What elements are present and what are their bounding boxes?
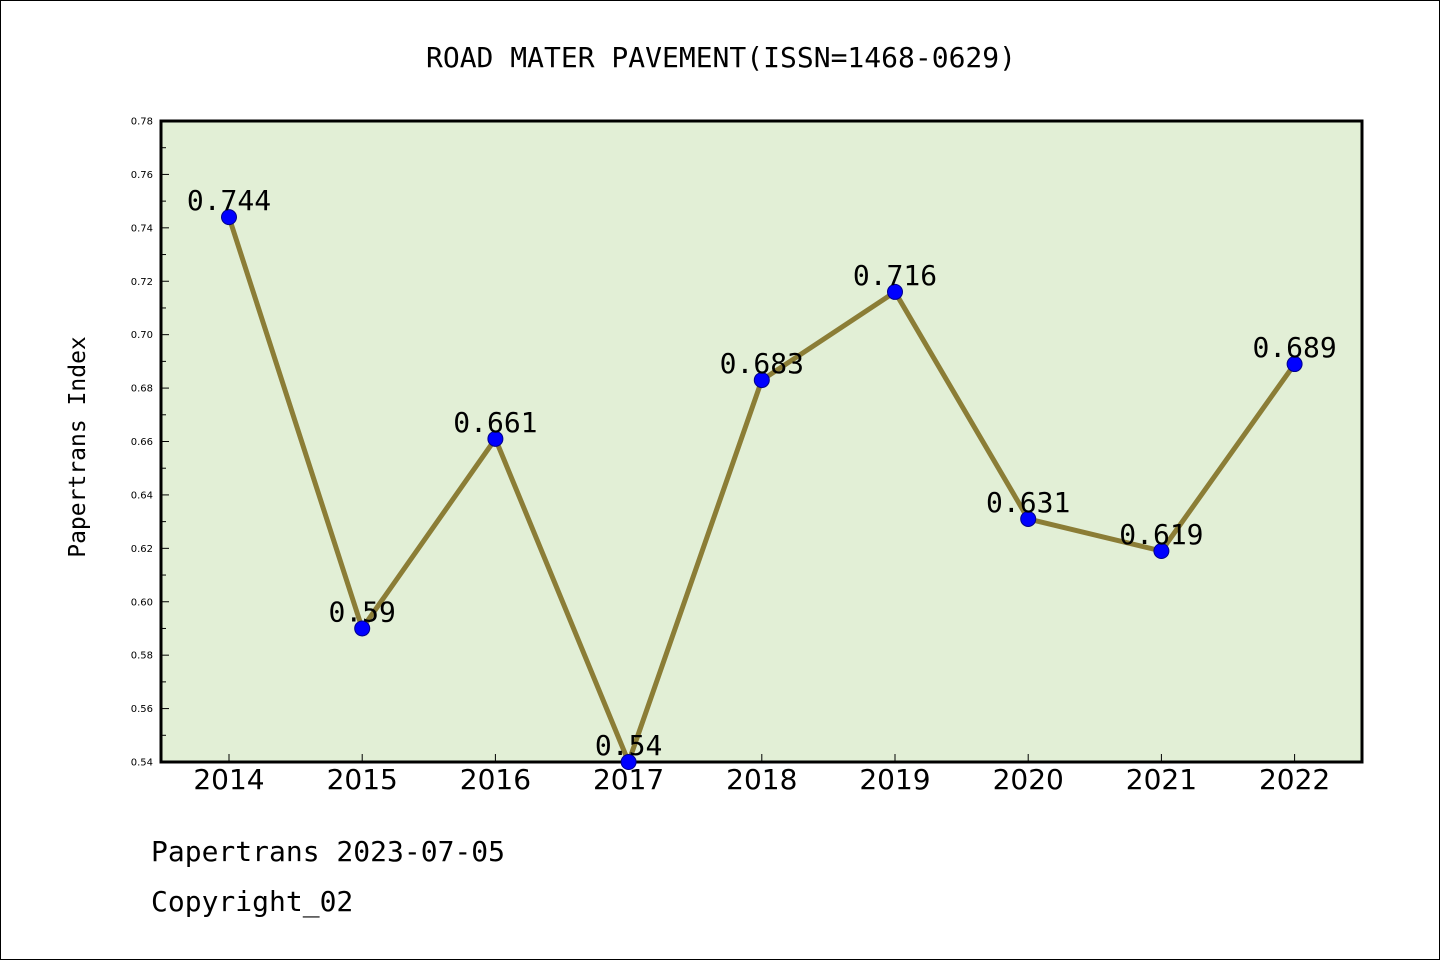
data-point xyxy=(1153,543,1170,560)
data-point xyxy=(1286,356,1303,373)
data-point xyxy=(620,754,637,770)
x-tick-label: 2022 xyxy=(1259,763,1330,796)
data-point xyxy=(1020,510,1037,527)
data-label: 0.716 xyxy=(853,259,937,292)
footer-copyright: Copyright_02 xyxy=(151,885,354,918)
chart-title: ROAD MATER PAVEMENT(ISSN=1468-0629) xyxy=(426,41,1016,74)
data-point xyxy=(887,283,903,300)
y-tick-label: 0.58 xyxy=(131,651,153,662)
y-tick-label: 0.56 xyxy=(131,704,153,715)
y-tick-label: 0.62 xyxy=(131,544,153,555)
x-tick-label: 2014 xyxy=(193,763,264,796)
y-axis: 0.54 0.56 0.58 0.60 0.62 0.64 0.66 0.68 0.70 0.72… xyxy=(131,117,169,769)
data-labels: 0.744 0.59 0.661 0.54 0.683 0.716 0.631 0.619 0.… xyxy=(187,184,1337,762)
data-label: 0.744 xyxy=(187,184,271,217)
y-tick-label: 0.54 xyxy=(131,758,153,769)
data-label: 0.59 xyxy=(328,595,395,628)
y-tick-label: 0.72 xyxy=(131,277,153,288)
y-tick-label: 0.78 xyxy=(131,117,153,128)
data-label: 0.689 xyxy=(1252,331,1336,364)
y-tick-label: 0.70 xyxy=(131,330,153,341)
x-tick-label: 2020 xyxy=(993,763,1064,796)
y-tick-label: 0.68 xyxy=(131,384,153,395)
x-tick-label: 2018 xyxy=(726,763,797,796)
footer-date: Papertrans 2023-07-05 xyxy=(151,835,506,868)
y-axis-label: Papertrans Index xyxy=(65,336,91,558)
y-tick-label: 0.64 xyxy=(131,490,153,501)
x-tick-label: 2019 xyxy=(859,763,930,796)
data-label: 0.54 xyxy=(595,729,662,762)
data-label: 0.631 xyxy=(986,486,1070,519)
data-points xyxy=(221,209,1303,770)
data-label: 0.661 xyxy=(453,406,537,439)
y-tick-label: 0.60 xyxy=(131,597,153,608)
data-point xyxy=(221,209,237,226)
y-tick-label: 0.76 xyxy=(131,170,153,181)
x-tick-label: 2016 xyxy=(460,763,531,796)
x-tick-label: 2021 xyxy=(1126,763,1197,796)
data-label: 0.683 xyxy=(720,347,804,380)
x-tick-label: 2015 xyxy=(327,763,398,796)
plot-area xyxy=(159,119,1364,764)
data-point xyxy=(487,430,504,447)
data-point xyxy=(354,620,371,637)
x-axis: 2014 2015 2016 2017 2018 2019 2020 2021 2022 xyxy=(193,754,1330,796)
data-label: 0.619 xyxy=(1119,518,1203,551)
y-tick-label: 0.74 xyxy=(131,223,153,234)
y-tick-label: 0.66 xyxy=(131,437,153,448)
data-point xyxy=(753,372,770,389)
